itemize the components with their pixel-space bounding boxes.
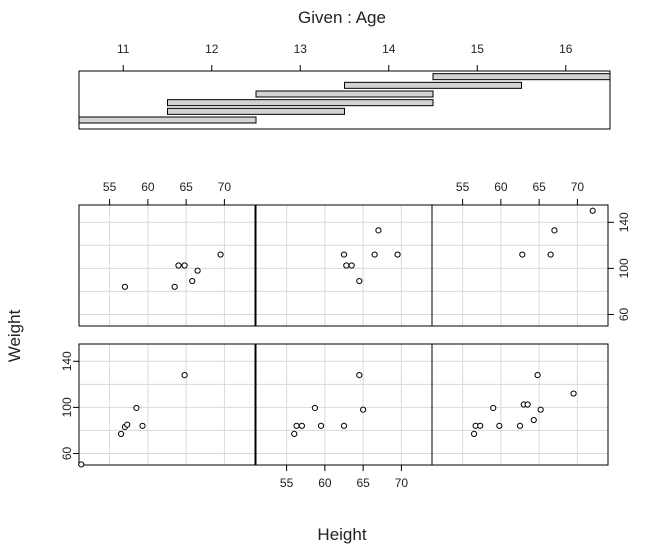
given-interval-2: [167, 107, 345, 115]
scatter-points: [78, 207, 596, 468]
panel-grids: [79, 205, 608, 465]
point-age-11.5-13.5-6: [340, 422, 348, 429]
point-age-12.5-14.5-1: [121, 283, 129, 290]
x-tick-label-bottom-c2-55: 55: [280, 476, 294, 490]
x-tick-label-top-c3-65: 65: [532, 180, 546, 194]
given-tick-label-16: 16: [559, 42, 573, 56]
given-interval-1: [78, 116, 257, 124]
x-tick-label-top-c3-70: 70: [571, 180, 585, 194]
point-age-14.5-16.5-2: [547, 251, 554, 258]
axis-ticks: 55 60 65 70 55 60 65 70 55 60 65 70 60 100 140 60 100 140: [60, 180, 631, 490]
x-axis-title: Height: [317, 525, 366, 544]
given-tick-label-13: 13: [294, 42, 308, 56]
point-age-11.5-13.5-4: [311, 404, 319, 412]
point-age-11.5-14.5-11: [537, 406, 544, 413]
panel-frame-r1c3: [431, 204, 609, 327]
point-age-13.5-15.5-2: [343, 262, 350, 269]
point-age-12.5-14.5-5: [189, 277, 196, 285]
x-tick-label-top-c1-60: 60: [141, 180, 155, 194]
point-age-13.5-15.5-4: [356, 277, 363, 285]
point-age-13.5-15.5-3: [348, 262, 355, 269]
point-age-11.5-13.5-2: [293, 422, 300, 429]
given-title: Given : Age: [298, 8, 386, 27]
point-age-14.5-16.5-4: [589, 207, 596, 214]
given-tick-label-15: 15: [471, 42, 485, 56]
y-axis-title: Weight: [5, 309, 24, 362]
point-age-11.5-13.5-1: [291, 430, 298, 437]
point-age-11.5-14.5-5: [496, 422, 503, 429]
point-age-12.5-14.5-3: [175, 262, 182, 269]
panel-frame-r2c3: [431, 343, 609, 466]
panel-frame-r1c1: [78, 204, 256, 327]
x-tick-label-top-c1-70: 70: [218, 180, 232, 194]
panel-frame-r2c1: [78, 343, 256, 466]
y-tick-label-left-r2-140: 140: [60, 351, 74, 371]
point-age-11.5-14.5-9: [530, 416, 537, 424]
point-age-11.5-14.5-12: [570, 390, 577, 397]
point-age-11.5-14.5-10: [534, 372, 541, 379]
x-tick-label-bottom-c2-60: 60: [318, 476, 332, 490]
point-age-14.5-16.5-3: [551, 227, 558, 234]
point-age-10.5-12.5-7: [181, 372, 188, 379]
point-age-13.5-15.5-6: [375, 227, 382, 234]
point-age-13.5-15.5-1: [340, 251, 348, 258]
point-age-11.5-13.5-5: [317, 422, 325, 429]
y-tick-label-left-r2-60: 60: [60, 446, 74, 460]
point-age-11.5-14.5-3: [477, 422, 484, 429]
given-interval-4: [255, 90, 434, 98]
point-age-11.5-14.5-1: [470, 430, 478, 437]
y-tick-label-right-r1-60: 60: [617, 307, 631, 321]
given-tick-label-11: 11: [117, 42, 130, 56]
point-age-11.5-13.5-8: [360, 406, 367, 413]
point-age-10.5-12.5-4: [124, 421, 131, 428]
given-interval-6: [432, 73, 611, 81]
x-tick-label-bottom-c2-70: 70: [395, 476, 409, 490]
point-age-11.5-14.5-8: [524, 401, 531, 408]
y-tick-label-left-r2-100: 100: [60, 397, 74, 417]
y-tick-label-right-r1-140: 140: [617, 212, 631, 232]
y-tick-label-right-r1-100: 100: [617, 258, 631, 278]
point-age-10.5-12.5-1: [78, 461, 85, 468]
panel-frames: [78, 204, 609, 466]
x-tick-label-top-c3-60: 60: [494, 180, 508, 194]
point-age-14.5-16.5-1: [519, 251, 526, 258]
x-tick-label-top-c3-55: 55: [456, 180, 470, 194]
given-intervals: 11 12 13 14 15 16: [78, 42, 611, 124]
point-age-10.5-12.5-6: [139, 422, 146, 429]
point-age-11.5-13.5-7: [356, 372, 363, 379]
point-age-12.5-14.5-6: [194, 267, 201, 274]
point-age-11.5-14.5-4: [490, 404, 497, 412]
point-age-10.5-12.5-5: [133, 404, 140, 412]
point-age-10.5-12.5-2: [117, 430, 125, 437]
given-interval-5: [344, 81, 522, 89]
x-tick-label-bottom-c2-65: 65: [356, 476, 370, 490]
point-age-12.5-14.5-4: [181, 262, 188, 269]
point-age-13.5-15.5-7: [394, 251, 401, 258]
given-tick-label-14: 14: [382, 42, 396, 56]
given-tick-label-12: 12: [205, 42, 219, 56]
point-age-13.5-15.5-5: [371, 251, 378, 258]
point-age-11.5-14.5-6: [516, 422, 524, 429]
x-tick-label-top-c1-55: 55: [103, 180, 117, 194]
panel-frame-r2c2: [255, 343, 433, 466]
point-age-12.5-14.5-7: [217, 251, 224, 258]
x-tick-label-top-c1-65: 65: [179, 180, 193, 194]
given-interval-3: [167, 99, 434, 107]
point-age-12.5-14.5-2: [171, 283, 178, 290]
point-age-11.5-13.5-3: [298, 422, 306, 429]
